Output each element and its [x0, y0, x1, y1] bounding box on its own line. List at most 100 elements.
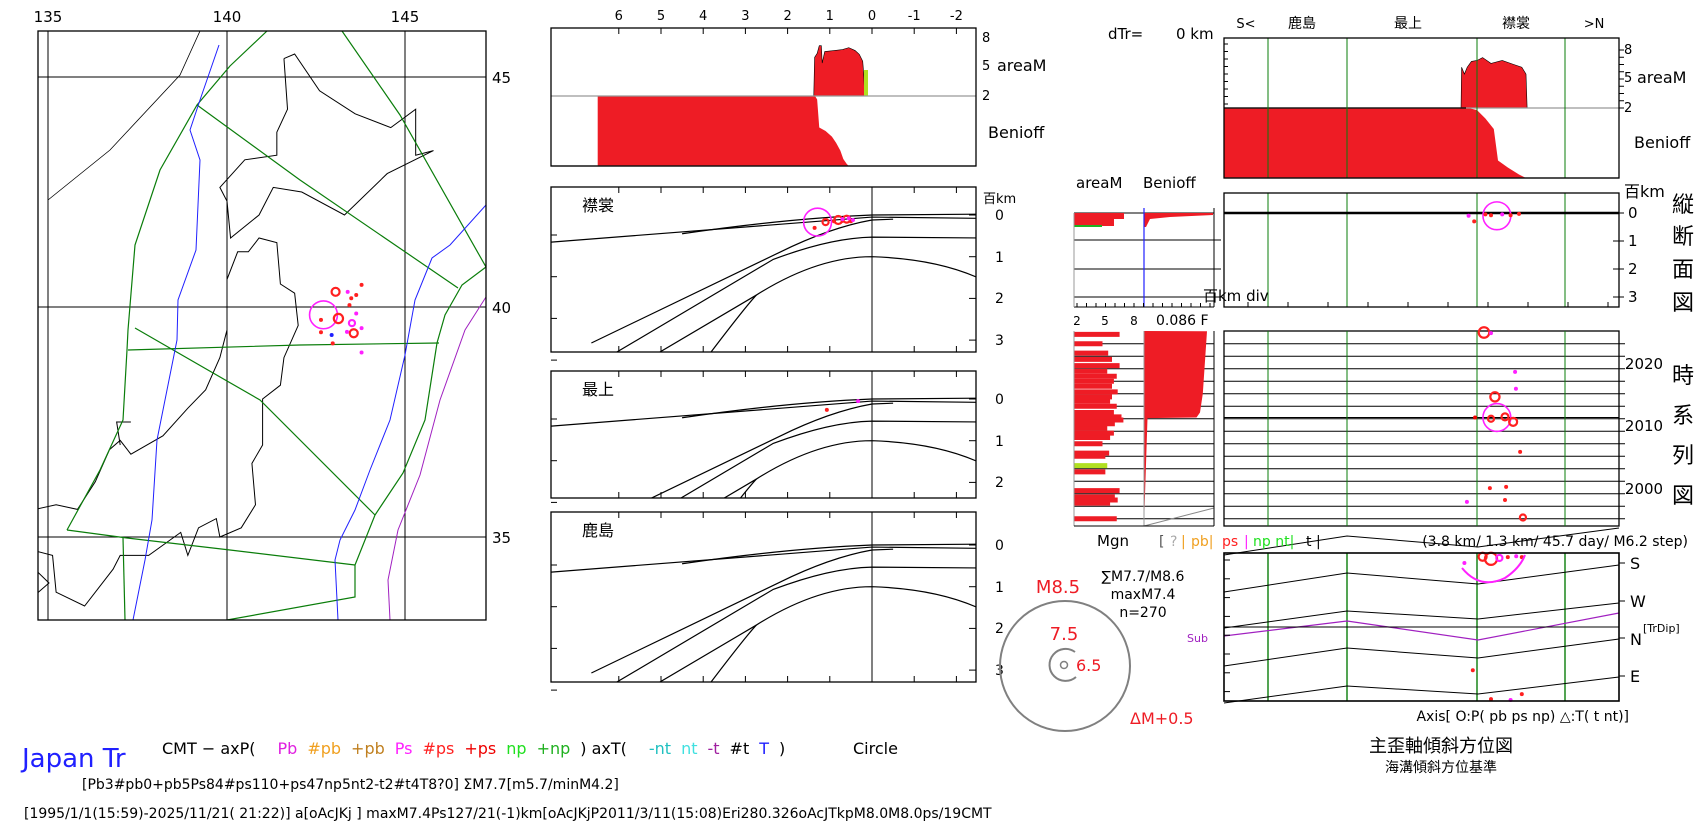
max-magnitude: maxM7.4	[1111, 587, 1176, 603]
axis-title: 主歪軸傾斜方位図	[1369, 736, 1513, 757]
timeseries-event	[1504, 484, 1509, 489]
slab-contour	[707, 479, 756, 541]
map-event	[318, 317, 323, 322]
cross-section-mogami: 最上 0 1 2	[582, 380, 1004, 491]
depth-tick: 1	[995, 434, 1004, 450]
slab-contour	[659, 257, 978, 353]
slab-contour	[616, 421, 978, 537]
timeseries-areaM-bar	[1074, 363, 1120, 369]
side-areaM-bar	[1074, 213, 1124, 219]
azimuth-reference-line	[1223, 602, 1620, 629]
map-event	[332, 312, 345, 325]
coastline-segment	[38, 237, 299, 607]
legend-pb: pb|	[1191, 534, 1214, 550]
header-north: >N	[1584, 17, 1605, 32]
section-frame	[550, 186, 977, 353]
legend-item: -nt	[649, 739, 671, 758]
lon-tick: 140	[213, 8, 242, 26]
azimuth-tick-e: E	[1630, 667, 1640, 686]
section-clip	[551, 187, 977, 357]
scale-label-small: 6.5	[1076, 656, 1101, 675]
axis-event	[1495, 553, 1504, 563]
depth-tick: 0	[995, 208, 1004, 224]
cross-section-plot	[550, 511, 977, 691]
longitudinal-event	[1508, 213, 1513, 218]
azimuth-tick-n: N	[1630, 630, 1642, 649]
lon-tick: 135	[34, 8, 63, 26]
depth-tick: 0	[1628, 204, 1638, 222]
timeseries-areaM-bar	[1074, 378, 1114, 384]
map-event	[345, 289, 350, 294]
section-title: 襟裳	[582, 196, 614, 215]
legend-item: +np	[537, 739, 571, 758]
map-event	[344, 329, 349, 334]
legend-item: #ps	[422, 739, 454, 758]
mag-tick: 5	[1101, 314, 1109, 328]
axis-legend: Axis[ O:P( pb ps np) △:T( t nt)]	[1416, 709, 1629, 725]
azimuth-reference-line	[1223, 638, 1620, 667]
timeseries-areaM-bar	[1074, 383, 1112, 389]
azimuth-reference-line	[1223, 527, 1620, 556]
timeseries-event	[1500, 412, 1510, 422]
slab-contour	[682, 398, 977, 418]
map-event	[354, 293, 359, 298]
timeseries-areaM-bar	[1074, 500, 1111, 506]
coastline-segment	[116, 421, 131, 446]
timeseries-event	[1518, 449, 1523, 454]
side-benioff-label: Benioff	[1143, 174, 1196, 192]
axis-subtitle: 海溝傾斜方位基準	[1385, 759, 1497, 776]
x-tick-label: 5	[657, 9, 665, 24]
section-title: 最上	[582, 380, 614, 399]
longitudinal-event	[1472, 219, 1477, 224]
areaM-tick: 8	[982, 31, 990, 46]
vertical-title-char: 断	[1672, 225, 1694, 250]
map-event	[359, 282, 364, 287]
timeseries-areaM-bar	[1074, 389, 1118, 395]
vertical-title-char: 図	[1672, 291, 1694, 316]
timeseries-areaM-bar	[1074, 410, 1114, 415]
benioff-label: Benioff	[988, 123, 1045, 142]
longitudinal-event	[1489, 213, 1493, 218]
benioff-label: Benioff	[1634, 133, 1691, 152]
header-south: S<	[1236, 17, 1255, 32]
depth-div-label: 百km div	[1203, 287, 1269, 305]
map-event	[349, 296, 354, 301]
scale-label-mid: 7.5	[1050, 624, 1079, 645]
year-tick: 2000	[1625, 480, 1663, 498]
depth-tick: 3	[1628, 288, 1638, 306]
cross-section-plot	[550, 370, 978, 541]
step-text: (3.8 km/ 1.3 km/ 45.7 day/ M6.2 step)	[1422, 534, 1688, 550]
coastline-segment	[38, 571, 50, 594]
slab-curves	[551, 214, 977, 357]
year-tick: 2010	[1625, 417, 1663, 435]
axis-event-trace	[1461, 554, 1526, 584]
depth-tick: 0	[995, 538, 1004, 554]
timeseries-event	[1518, 513, 1528, 522]
timeseries-event	[1513, 386, 1518, 391]
header-section: 鹿島	[1288, 15, 1316, 32]
map-event	[354, 311, 359, 316]
azimuth-tick-s: S	[1630, 554, 1640, 573]
coastline	[38, 31, 434, 607]
slab-contour	[551, 401, 977, 426]
section-boundaries	[66, 31, 486, 620]
legend-item: +ps	[464, 739, 496, 758]
footer: Japan Tr CMT − axP(Pb #pb +pb Ps #ps +ps np +np…	[20, 739, 992, 822]
axis-frame	[1223, 552, 1620, 702]
legend-item: np	[506, 739, 526, 758]
map-events	[308, 282, 364, 355]
timeseries-areaM-bar	[1074, 373, 1117, 379]
map-event	[329, 333, 334, 338]
section-frame	[550, 370, 977, 499]
legend-sep: |	[1181, 534, 1186, 550]
cross-section-erimo: 襟裳 百km 0 1 2 3	[582, 192, 1016, 349]
cmt-legend: CMT − axP(Pb #pb +pb Ps #ps +ps np +np) axT(-nt…	[162, 739, 785, 758]
right-panels: dTr= 0 km S< 鹿島 最上 襟裳 >N 8 5 2 areaM Ben…	[1073, 15, 1694, 776]
sub-label: Sub	[1187, 632, 1208, 645]
section-event	[846, 216, 851, 221]
slab-contour	[682, 544, 977, 564]
legend-item: #pb	[307, 739, 341, 758]
x-tick-label: 1	[826, 9, 834, 24]
timeseries-event	[1473, 415, 1478, 420]
timeseries-event	[1487, 486, 1492, 491]
